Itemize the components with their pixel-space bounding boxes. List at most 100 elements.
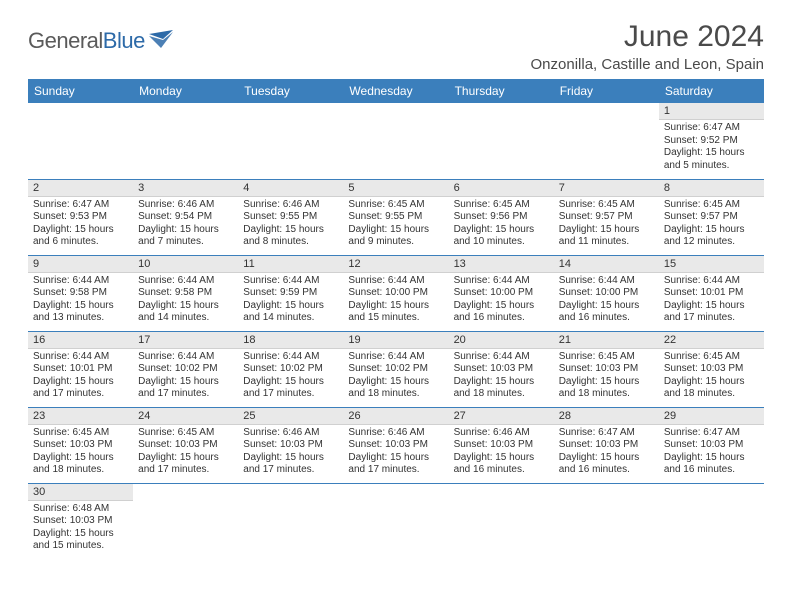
day-cell: 5Sunrise: 6:45 AMSunset: 9:55 PMDaylight… [343, 179, 448, 255]
sunrise-line: Sunrise: 6:47 AM [33, 199, 128, 212]
calendar-row: 30Sunrise: 6:48 AMSunset: 10:03 PMDaylig… [28, 483, 764, 559]
daylight-line: Daylight: 15 hours and 18 minutes. [454, 376, 549, 401]
day-cell: 4Sunrise: 6:46 AMSunset: 9:55 PMDaylight… [238, 179, 343, 255]
daylight-line: Daylight: 15 hours and 17 minutes. [33, 376, 128, 401]
sunset-line: Sunset: 10:03 PM [454, 439, 549, 452]
sunset-line: Sunset: 9:54 PM [138, 211, 233, 224]
day-details: Sunrise: 6:44 AMSunset: 10:02 PMDaylight… [238, 349, 343, 405]
daylight-line: Daylight: 15 hours and 8 minutes. [243, 224, 338, 249]
day-cell: 23Sunrise: 6:45 AMSunset: 10:03 PMDaylig… [28, 407, 133, 483]
sunset-line: Sunset: 9:57 PM [559, 211, 654, 224]
day-details: Sunrise: 6:44 AMSunset: 10:02 PMDaylight… [343, 349, 448, 405]
day-cell: 7Sunrise: 6:45 AMSunset: 9:57 PMDaylight… [554, 179, 659, 255]
day-details: Sunrise: 6:46 AMSunset: 10:03 PMDaylight… [343, 425, 448, 481]
sunrise-line: Sunrise: 6:44 AM [559, 275, 654, 288]
day-cell: 6Sunrise: 6:45 AMSunset: 9:56 PMDaylight… [449, 179, 554, 255]
daylight-line: Daylight: 15 hours and 17 minutes. [243, 376, 338, 401]
empty-cell [343, 103, 448, 179]
sunrise-line: Sunrise: 6:45 AM [33, 427, 128, 440]
day-details: Sunrise: 6:48 AMSunset: 10:03 PMDaylight… [28, 501, 133, 557]
daylight-line: Daylight: 15 hours and 18 minutes. [559, 376, 654, 401]
sunset-line: Sunset: 10:00 PM [454, 287, 549, 300]
day-number: 11 [238, 256, 343, 273]
sunrise-line: Sunrise: 6:44 AM [454, 275, 549, 288]
daylight-line: Daylight: 15 hours and 6 minutes. [33, 224, 128, 249]
sunset-line: Sunset: 10:03 PM [138, 439, 233, 452]
sunrise-line: Sunrise: 6:47 AM [664, 427, 759, 440]
daylight-line: Daylight: 15 hours and 15 minutes. [33, 528, 128, 553]
sunset-line: Sunset: 10:03 PM [664, 439, 759, 452]
day-number: 19 [343, 332, 448, 349]
sunrise-line: Sunrise: 6:45 AM [664, 351, 759, 364]
empty-cell [659, 483, 764, 559]
day-number: 6 [449, 180, 554, 197]
daylight-line: Daylight: 15 hours and 15 minutes. [348, 300, 443, 325]
day-cell: 8Sunrise: 6:45 AMSunset: 9:57 PMDaylight… [659, 179, 764, 255]
sunset-line: Sunset: 9:53 PM [33, 211, 128, 224]
day-cell: 27Sunrise: 6:46 AMSunset: 10:03 PMDaylig… [449, 407, 554, 483]
logo-text-b: Blue [103, 28, 145, 53]
header: GeneralBlue June 2024 Onzonilla, Castill… [28, 20, 764, 73]
sunrise-line: Sunrise: 6:46 AM [138, 199, 233, 212]
weekday-header: Saturday [659, 79, 764, 103]
daylight-line: Daylight: 15 hours and 16 minutes. [559, 300, 654, 325]
day-cell: 20Sunrise: 6:44 AMSunset: 10:03 PMDaylig… [449, 331, 554, 407]
day-cell: 10Sunrise: 6:44 AMSunset: 9:58 PMDayligh… [133, 255, 238, 331]
day-details: Sunrise: 6:44 AMSunset: 10:01 PMDaylight… [28, 349, 133, 405]
empty-cell [343, 483, 448, 559]
sunset-line: Sunset: 9:58 PM [33, 287, 128, 300]
sunset-line: Sunset: 10:03 PM [243, 439, 338, 452]
sunset-line: Sunset: 10:03 PM [348, 439, 443, 452]
day-details: Sunrise: 6:47 AMSunset: 10:03 PMDaylight… [659, 425, 764, 481]
day-details: Sunrise: 6:44 AMSunset: 10:02 PMDaylight… [133, 349, 238, 405]
sunrise-line: Sunrise: 6:44 AM [348, 275, 443, 288]
day-cell: 18Sunrise: 6:44 AMSunset: 10:02 PMDaylig… [238, 331, 343, 407]
day-details: Sunrise: 6:45 AMSunset: 10:03 PMDaylight… [133, 425, 238, 481]
sunrise-line: Sunrise: 6:45 AM [348, 199, 443, 212]
daylight-line: Daylight: 15 hours and 11 minutes. [559, 224, 654, 249]
sunrise-line: Sunrise: 6:45 AM [664, 199, 759, 212]
sunset-line: Sunset: 10:03 PM [454, 363, 549, 376]
calendar-row: 9Sunrise: 6:44 AMSunset: 9:58 PMDaylight… [28, 255, 764, 331]
weekday-header: Tuesday [238, 79, 343, 103]
day-number: 5 [343, 180, 448, 197]
sunrise-line: Sunrise: 6:44 AM [33, 351, 128, 364]
sunrise-line: Sunrise: 6:45 AM [559, 351, 654, 364]
day-cell: 15Sunrise: 6:44 AMSunset: 10:01 PMDaylig… [659, 255, 764, 331]
weekday-header: Monday [133, 79, 238, 103]
day-details: Sunrise: 6:47 AMSunset: 10:03 PMDaylight… [554, 425, 659, 481]
day-cell: 3Sunrise: 6:46 AMSunset: 9:54 PMDaylight… [133, 179, 238, 255]
weekday-header: Wednesday [343, 79, 448, 103]
day-cell: 19Sunrise: 6:44 AMSunset: 10:02 PMDaylig… [343, 331, 448, 407]
sunrise-line: Sunrise: 6:46 AM [348, 427, 443, 440]
location: Onzonilla, Castille and Leon, Spain [531, 56, 764, 73]
sunset-line: Sunset: 10:03 PM [559, 439, 654, 452]
daylight-line: Daylight: 15 hours and 18 minutes. [664, 376, 759, 401]
sunrise-line: Sunrise: 6:44 AM [138, 351, 233, 364]
day-cell: 25Sunrise: 6:46 AMSunset: 10:03 PMDaylig… [238, 407, 343, 483]
title-block: June 2024 Onzonilla, Castille and Leon, … [531, 20, 764, 73]
flag-icon [149, 30, 175, 53]
sunset-line: Sunset: 10:03 PM [33, 439, 128, 452]
sunset-line: Sunset: 10:00 PM [348, 287, 443, 300]
calendar-body: 1Sunrise: 6:47 AMSunset: 9:52 PMDaylight… [28, 103, 764, 559]
day-number: 26 [343, 408, 448, 425]
day-cell: 17Sunrise: 6:44 AMSunset: 10:02 PMDaylig… [133, 331, 238, 407]
weekday-header: Friday [554, 79, 659, 103]
day-details: Sunrise: 6:45 AMSunset: 10:03 PMDaylight… [659, 349, 764, 405]
sunset-line: Sunset: 9:59 PM [243, 287, 338, 300]
daylight-line: Daylight: 15 hours and 14 minutes. [243, 300, 338, 325]
day-number: 13 [449, 256, 554, 273]
day-details: Sunrise: 6:46 AMSunset: 9:55 PMDaylight:… [238, 197, 343, 253]
daylight-line: Daylight: 15 hours and 17 minutes. [138, 452, 233, 477]
daylight-line: Daylight: 15 hours and 17 minutes. [243, 452, 338, 477]
day-number: 27 [449, 408, 554, 425]
day-number: 25 [238, 408, 343, 425]
sunrise-line: Sunrise: 6:46 AM [243, 199, 338, 212]
sunrise-line: Sunrise: 6:44 AM [243, 275, 338, 288]
day-details: Sunrise: 6:45 AMSunset: 9:57 PMDaylight:… [554, 197, 659, 253]
sunset-line: Sunset: 9:56 PM [454, 211, 549, 224]
day-number: 22 [659, 332, 764, 349]
day-details: Sunrise: 6:45 AMSunset: 9:55 PMDaylight:… [343, 197, 448, 253]
daylight-line: Daylight: 15 hours and 17 minutes. [348, 452, 443, 477]
